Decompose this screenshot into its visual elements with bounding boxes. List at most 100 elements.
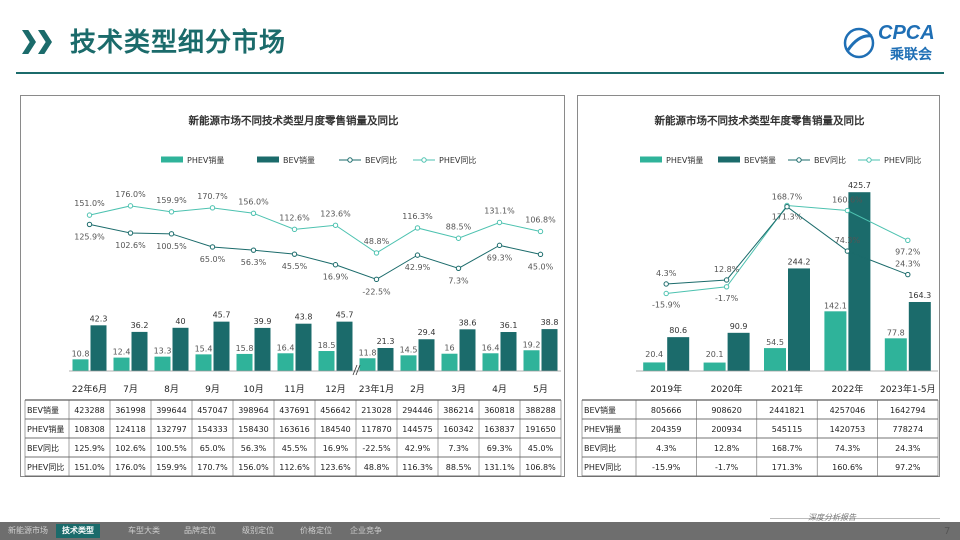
bev-bar-label: 45.7 [213,311,231,320]
phev-yoy-line [89,205,541,254]
table-cell: -15.9% [652,463,681,472]
phev-yoy-point [127,203,134,209]
table-cell: 4.3% [656,444,677,453]
bev-yoy-point [537,251,544,258]
bev-yoy-point [844,248,851,254]
x-tick-label: 3月 [451,384,466,395]
legend-label: BEV销量 [744,155,776,165]
footer-tab[interactable]: 新能源市场 [8,526,48,535]
phev-yoy-label: -15.9% [652,300,681,309]
legend-label: PHEV销量 [187,155,224,165]
table-cell: 163837 [484,425,515,434]
bev-bar [295,323,312,371]
footer-tab[interactable]: 技术类型 [56,524,100,538]
phev-bar [72,359,89,371]
table-cell: 16.9% [323,444,349,453]
phev-yoy-label: 151.0% [74,199,105,208]
axis-break-mark [352,364,358,376]
bev-yoy-point [127,230,134,236]
bev-bar [667,337,690,371]
bev-bar [377,347,394,371]
table-cell: 156.0% [238,463,269,472]
phev-yoy-point [455,235,462,241]
legend-label: BEV销量 [283,155,315,165]
phev-yoy-label: 176.0% [115,190,146,199]
table-cell: 24.3% [895,444,921,453]
bev-yoy-label: 45.0% [528,262,554,271]
bev-bar-label: 40 [175,317,185,326]
phev-yoy-label: 116.3% [402,212,433,221]
bev-bar [727,332,750,371]
table-cell: 170.7% [197,463,228,472]
chevron-right-icon [38,30,52,54]
yearly-chart-panel: 新能源市场不同技术类型年度零售销量及同比 PHEV销量 BEV销量 BEV同比 PHEV… [577,95,940,477]
table-row-label: BEV销量 [584,405,616,415]
phev-bar-label: 77.8 [887,328,905,337]
table-cell: 191650 [525,425,556,434]
bev-yoy-label: 69.3% [487,253,513,262]
table-cell: 124118 [115,425,146,434]
bev-yoy-line [89,223,541,280]
chevron-right-icon [22,30,36,54]
table-cell: 386214 [443,406,474,415]
phev-bar [359,358,376,371]
bev-bar [172,327,189,371]
phev-yoy-label: 88.5% [446,222,472,231]
phev-yoy-point [209,205,216,211]
bev-yoy-label: 7.3% [448,276,469,285]
table-cell: 168.7% [772,444,803,453]
table-cell: 42.9% [405,444,431,453]
phev-bar [482,353,499,371]
footer-tab[interactable]: 级别定位 [242,526,274,535]
bev-yoy-point [250,247,257,253]
bev-yoy-point [663,281,669,287]
phev-yoy-point [291,226,298,233]
legend-label: PHEV销量 [666,155,703,165]
x-tick-label: 2月 [410,384,425,395]
phev-yoy-point [86,212,93,218]
table-cell: 398964 [238,406,269,415]
bev-yoy-point [373,276,380,283]
footer-tab[interactable]: 价格定位 [300,526,332,535]
table-cell: 545115 [772,425,803,434]
bev-yoy-point [332,262,339,268]
logo-mark-icon [843,27,875,59]
bev-bar-label: 42.3 [90,314,108,323]
footer-tab[interactable]: 车型大类 [128,526,160,535]
table-row-label: BEV同比 [584,443,616,453]
phev-bar [764,348,786,371]
footer-tab[interactable]: 企业竞争 [350,526,382,535]
bev-yoy-label: 45.5% [282,262,308,271]
legend-swatch [257,156,279,163]
axis-break-mark [355,364,361,376]
table-cell: 106.8% [525,463,556,472]
phev-yoy-label: 156.0% [238,197,269,206]
phev-bar-label: 54.5 [766,338,784,347]
phev-yoy-label: 112.6% [279,213,310,222]
phev-yoy-point [844,207,851,214]
table-cell: 1642794 [890,406,926,415]
phev-bar-label: 10.8 [72,349,90,358]
logo-cn: 乘联会 [890,47,932,63]
bev-bar-label: 36.1 [500,321,518,330]
bev-bar-label: 425.7 [848,181,871,190]
bev-yoy-point [291,251,298,257]
phev-yoy-point [250,210,257,216]
bev-bar [254,327,271,371]
table-cell: 102.6% [115,444,146,453]
footer-tab[interactable]: 品牌定位 [184,526,216,535]
phev-bar-label: 16.4 [277,343,295,352]
legend-label: BEV同比 [365,155,397,165]
bev-bar-label: 39.9 [254,317,272,326]
table-row-label: BEV同比 [27,443,59,453]
phev-bar [400,355,417,371]
phev-bar [884,338,907,371]
phev-yoy-point [332,222,339,228]
bev-yoy-label: 4.3% [656,269,677,278]
table-cell: 184540 [320,425,351,434]
phev-yoy-point [496,219,503,226]
x-tick-label: 11月 [284,384,304,395]
x-tick-label: 5月 [533,384,548,395]
table-cell: 97.2% [895,463,921,472]
bev-bar [908,301,931,371]
